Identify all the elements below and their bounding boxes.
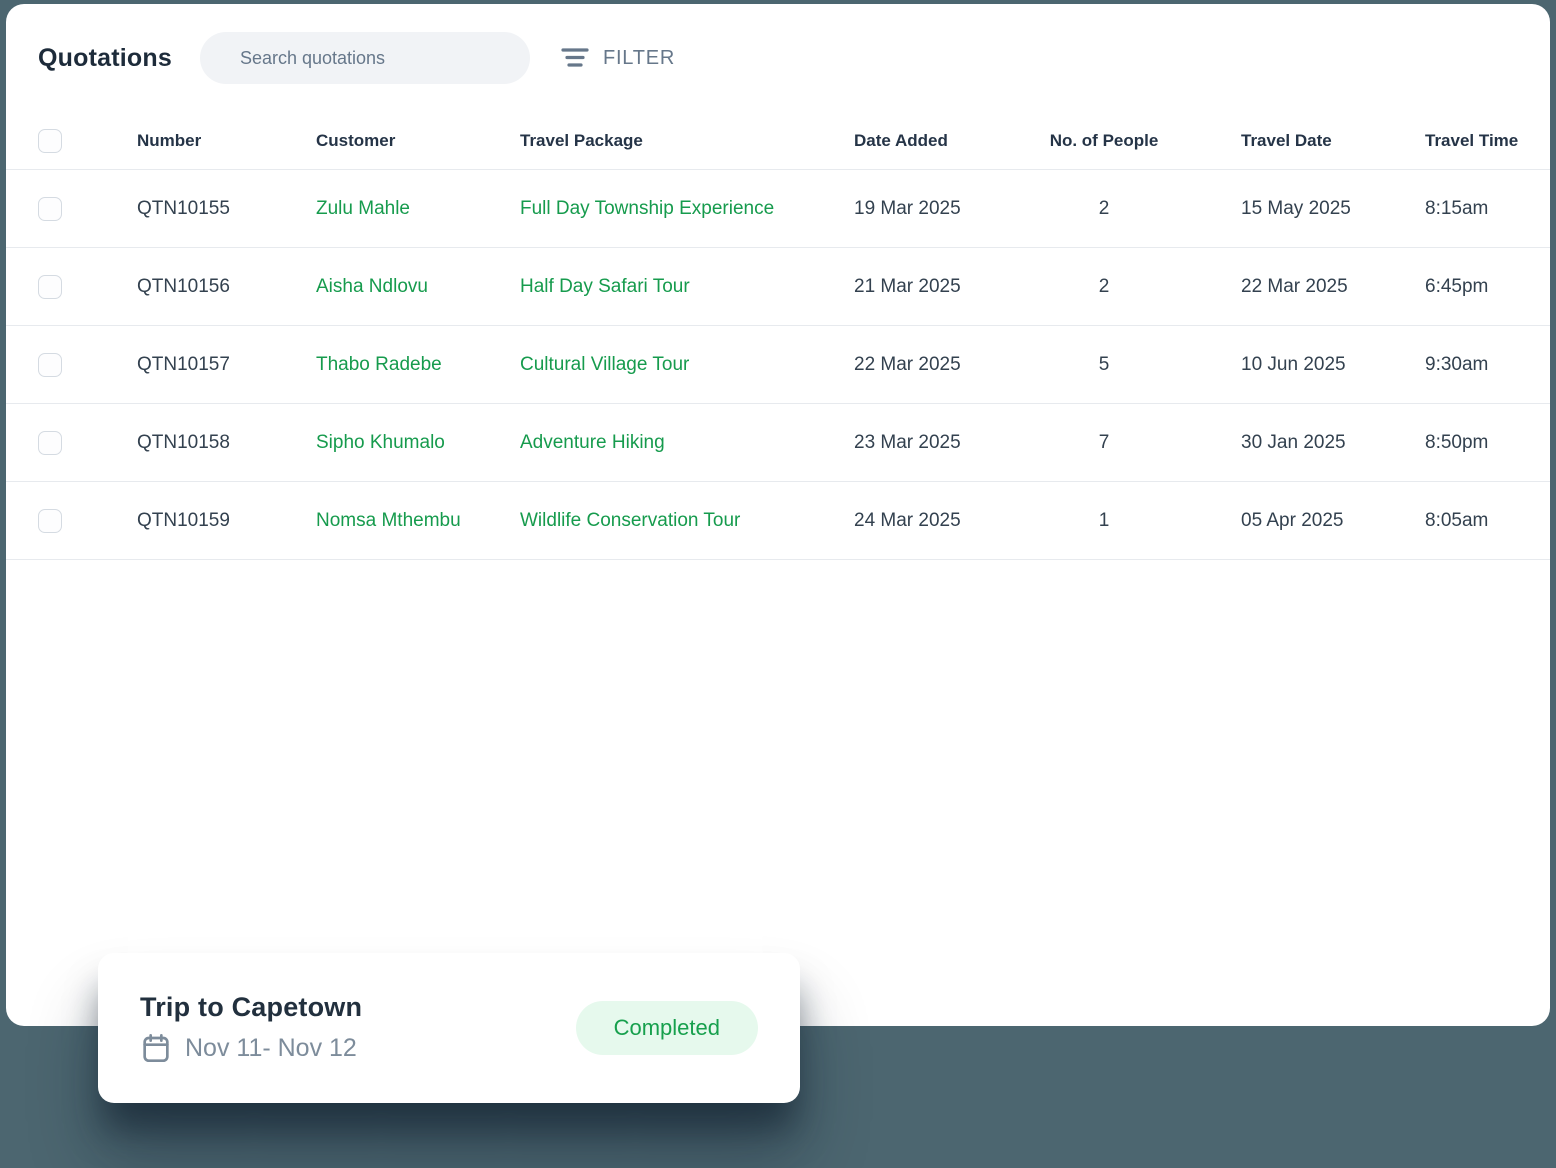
cell-number: QTN10156 [137,275,230,297]
cell-no-of-people: 5 [1098,353,1110,375]
cell-travel-package[interactable]: Cultural Village Tour [520,353,690,375]
calendar-icon [143,1034,169,1062]
cell-travel-date: 22 Mar 2025 [1241,275,1348,297]
cell-number: QTN10159 [137,509,230,531]
row-checkbox[interactable] [38,274,62,299]
cell-travel-package[interactable]: Wildlife Conservation Tour [520,509,741,531]
column-header-no-of-people: No. of People [1049,130,1159,150]
trip-date-range: Nov 11- Nov 12 [185,1033,357,1062]
cell-date-added: 21 Mar 2025 [854,275,961,297]
trip-card[interactable]: Trip to Capetown Nov 11- Nov 12 Complete… [98,953,800,1103]
row-checkbox[interactable] [38,352,62,377]
cell-travel-time: 8:05am [1425,509,1489,531]
cell-travel-time: 6:45pm [1425,275,1489,297]
select-all-checkbox[interactable] [38,128,62,153]
cell-no-of-people: 2 [1098,197,1110,219]
table-row[interactable]: QTN10156 Aisha Ndlovu Half Day Safari To… [6,248,1550,326]
row-checkbox[interactable] [38,196,62,221]
filter-button[interactable]: FILTER [560,46,675,70]
cell-no-of-people: 1 [1098,509,1110,531]
cell-travel-time: 9:30am [1425,353,1489,375]
cell-travel-time: 8:15am [1425,197,1489,219]
cell-travel-time: 8:50pm [1425,431,1489,453]
cell-customer[interactable]: Nomsa Mthembu [316,509,461,531]
cell-customer[interactable]: Zulu Mahle [316,197,410,219]
topbar: Quotations FILTER [6,4,1550,112]
cell-no-of-people: 2 [1098,275,1110,297]
status-badge: Completed [575,1001,758,1055]
column-header-number: Number [137,130,202,150]
row-checkbox[interactable] [38,430,62,455]
cell-travel-date: 30 Jan 2025 [1241,431,1346,453]
trip-info: Trip to Capetown Nov 11- Nov 12 [140,992,362,1064]
trip-title: Trip to Capetown [140,992,363,1022]
cell-no-of-people: 7 [1098,431,1110,453]
cell-customer[interactable]: Sipho Khumalo [316,431,445,453]
cell-travel-package[interactable]: Half Day Safari Tour [520,275,690,297]
cell-date-added: 22 Mar 2025 [854,353,961,375]
cell-number: QTN10155 [137,197,230,219]
search-input[interactable] [199,32,530,84]
cell-travel-date: 15 May 2025 [1241,197,1351,219]
table-row[interactable]: QTN10155 Zulu Mahle Full Day Township Ex… [6,170,1550,248]
column-header-date-added: Date Added [854,130,948,150]
cell-travel-date: 05 Apr 2025 [1241,509,1344,531]
column-header-travel-time: Travel Time [1425,130,1519,150]
column-header-travel-date: Travel Date [1241,130,1332,150]
cell-date-added: 19 Mar 2025 [854,197,961,219]
quotations-panel: Quotations FILTER Number Customer Travel… [6,4,1550,1026]
cell-customer[interactable]: Aisha Ndlovu [316,275,428,297]
column-header-travel-package: Travel Package [520,130,643,150]
cell-travel-date: 10 Jun 2025 [1241,353,1346,375]
page-title: Quotations [38,43,172,72]
table-row[interactable]: QTN10158 Sipho Khumalo Adventure Hiking … [6,404,1550,482]
row-checkbox[interactable] [38,508,62,533]
cell-number: QTN10158 [137,431,230,453]
cell-date-added: 23 Mar 2025 [854,431,961,453]
cell-date-added: 24 Mar 2025 [854,509,961,531]
cell-customer[interactable]: Thabo Radebe [316,353,442,375]
table-header: Number Customer Travel Package Date Adde… [6,112,1550,170]
table-row[interactable]: QTN10157 Thabo Radebe Cultural Village T… [6,326,1550,404]
filter-icon [561,48,589,67]
cell-travel-package[interactable]: Adventure Hiking [520,431,665,453]
cell-number: QTN10157 [137,353,230,375]
cell-travel-package[interactable]: Full Day Township Experience [520,197,775,219]
table-row[interactable]: QTN10159 Nomsa Mthembu Wildlife Conserva… [6,482,1550,560]
filter-label: FILTER [602,46,676,69]
column-header-customer: Customer [316,130,396,150]
